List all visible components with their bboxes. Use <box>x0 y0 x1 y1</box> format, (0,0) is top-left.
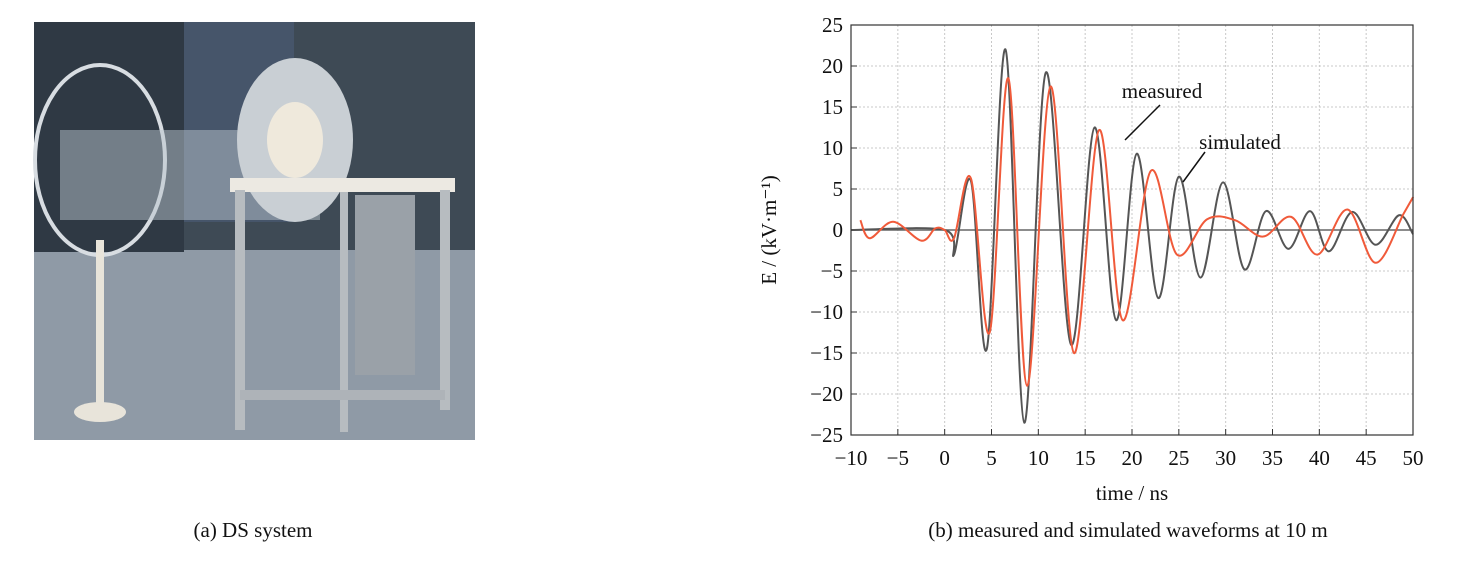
x-tick-label: 45 <box>1356 446 1377 470</box>
x-tick-label: 0 <box>939 446 950 470</box>
x-tick-label: 50 <box>1403 446 1424 470</box>
y-tick-label: 20 <box>822 54 843 78</box>
y-tick-label: −15 <box>810 341 843 365</box>
y-tick-label: −5 <box>821 259 843 283</box>
x-tick-label: −5 <box>887 446 909 470</box>
x-tick-label: 15 <box>1075 446 1096 470</box>
y-tick-label: −25 <box>810 423 843 447</box>
photo-caption: (a) DS system <box>194 518 313 542</box>
x-tick-label: 25 <box>1168 446 1189 470</box>
y-tick-label: 15 <box>822 95 843 119</box>
x-axis-label: time / ns <box>1096 481 1168 505</box>
x-tick-label: 5 <box>986 446 997 470</box>
series-line <box>859 77 1414 387</box>
y-tick-label: 10 <box>822 136 843 160</box>
y-tick-label: 5 <box>833 177 844 201</box>
y-tick-label: 0 <box>833 218 844 242</box>
annotation-pointer <box>1124 104 1161 141</box>
y-axis-label: E / (kV·m⁻¹) <box>757 175 781 285</box>
x-tick-label: 20 <box>1122 446 1143 470</box>
y-tick-label: −20 <box>810 382 843 406</box>
x-tick-label: 35 <box>1262 446 1283 470</box>
x-tick-label: 40 <box>1309 446 1330 470</box>
y-tick-label: 25 <box>822 13 843 37</box>
series-line <box>850 48 1414 424</box>
y-tick-label: −10 <box>810 300 843 324</box>
annotation: simulated <box>1199 130 1281 154</box>
plot-frame <box>850 24 1414 436</box>
chart-title: (b) measured and simulated waveforms at … <box>928 518 1327 542</box>
x-tick-label: −10 <box>835 446 868 470</box>
x-tick-label: 10 <box>1028 446 1049 470</box>
annotation-pointer <box>1182 151 1206 183</box>
x-tick-label: 30 <box>1215 446 1236 470</box>
annotation: measured <box>1122 79 1203 103</box>
photo <box>33 22 475 440</box>
